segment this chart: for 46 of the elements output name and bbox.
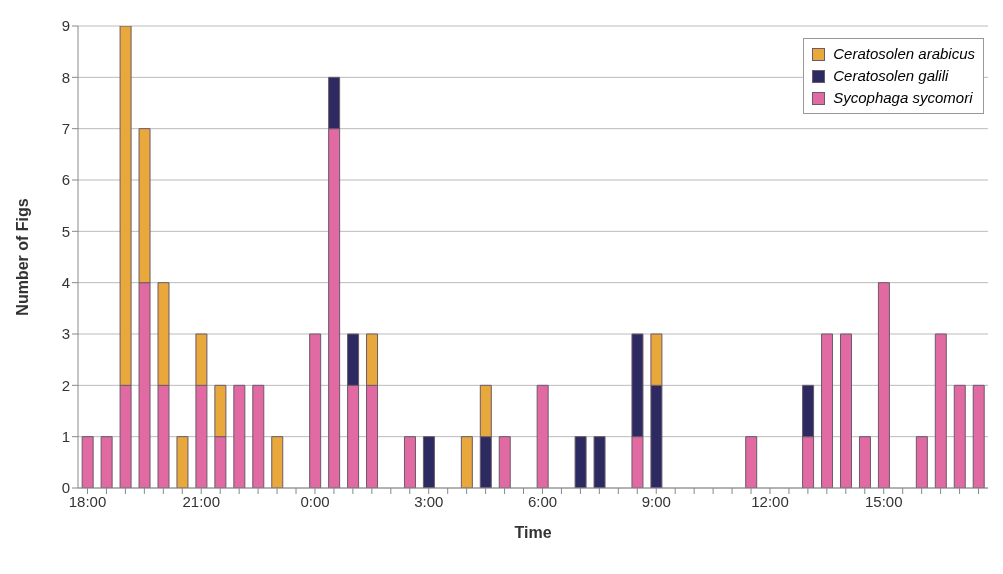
bar bbox=[403, 436, 416, 488]
bar bbox=[574, 436, 587, 488]
x-tick-label: 3:00 bbox=[414, 492, 444, 510]
bar bbox=[100, 436, 113, 488]
y-tick-label: 1 bbox=[61, 427, 70, 445]
x-tick-label: 0:00 bbox=[300, 492, 330, 510]
bar bbox=[877, 282, 890, 488]
bar bbox=[840, 333, 852, 488]
y-tick-label: 6 bbox=[61, 171, 70, 189]
x-tick-label: 15:00 bbox=[864, 492, 903, 510]
bar bbox=[498, 436, 511, 488]
bar bbox=[745, 436, 758, 488]
y-axis-title: Number of Figs bbox=[13, 198, 31, 316]
y-tick-label: 5 bbox=[61, 222, 70, 240]
y-tick-label: 9 bbox=[61, 17, 70, 35]
bar bbox=[422, 436, 435, 488]
bar bbox=[176, 436, 189, 488]
bar bbox=[233, 384, 246, 488]
legend-label: Ceratosolen galili bbox=[833, 66, 949, 86]
y-tick-label: 0 bbox=[61, 479, 70, 497]
y-tick-label: 8 bbox=[61, 68, 70, 86]
x-tick-label: 9:00 bbox=[641, 492, 671, 510]
x-tick-label: 6:00 bbox=[527, 492, 558, 510]
y-tick-label: 2 bbox=[61, 376, 70, 394]
bar bbox=[252, 384, 265, 488]
x-tick-label: 21:00 bbox=[182, 492, 220, 510]
bar bbox=[309, 333, 322, 488]
bar bbox=[972, 384, 985, 488]
bar bbox=[953, 384, 966, 488]
bar bbox=[536, 384, 549, 488]
y-tick-label: 7 bbox=[61, 119, 70, 137]
legend-label: Sycophaga sycomori bbox=[833, 88, 973, 108]
bar bbox=[821, 333, 834, 488]
bar bbox=[271, 436, 284, 488]
bar bbox=[593, 436, 606, 488]
bar bbox=[915, 436, 928, 488]
bar bbox=[934, 333, 947, 488]
bar bbox=[858, 436, 871, 488]
legend-label: Ceratosolen arabicus bbox=[833, 44, 975, 64]
x-tick-label: 18:00 bbox=[68, 492, 107, 510]
y-tick-label: 4 bbox=[61, 273, 70, 291]
bar bbox=[460, 436, 473, 488]
x-axis-title: Time bbox=[514, 524, 552, 541]
bar bbox=[81, 436, 94, 488]
y-tick-label: 3 bbox=[61, 325, 70, 343]
x-tick-label: 12:00 bbox=[751, 492, 789, 510]
